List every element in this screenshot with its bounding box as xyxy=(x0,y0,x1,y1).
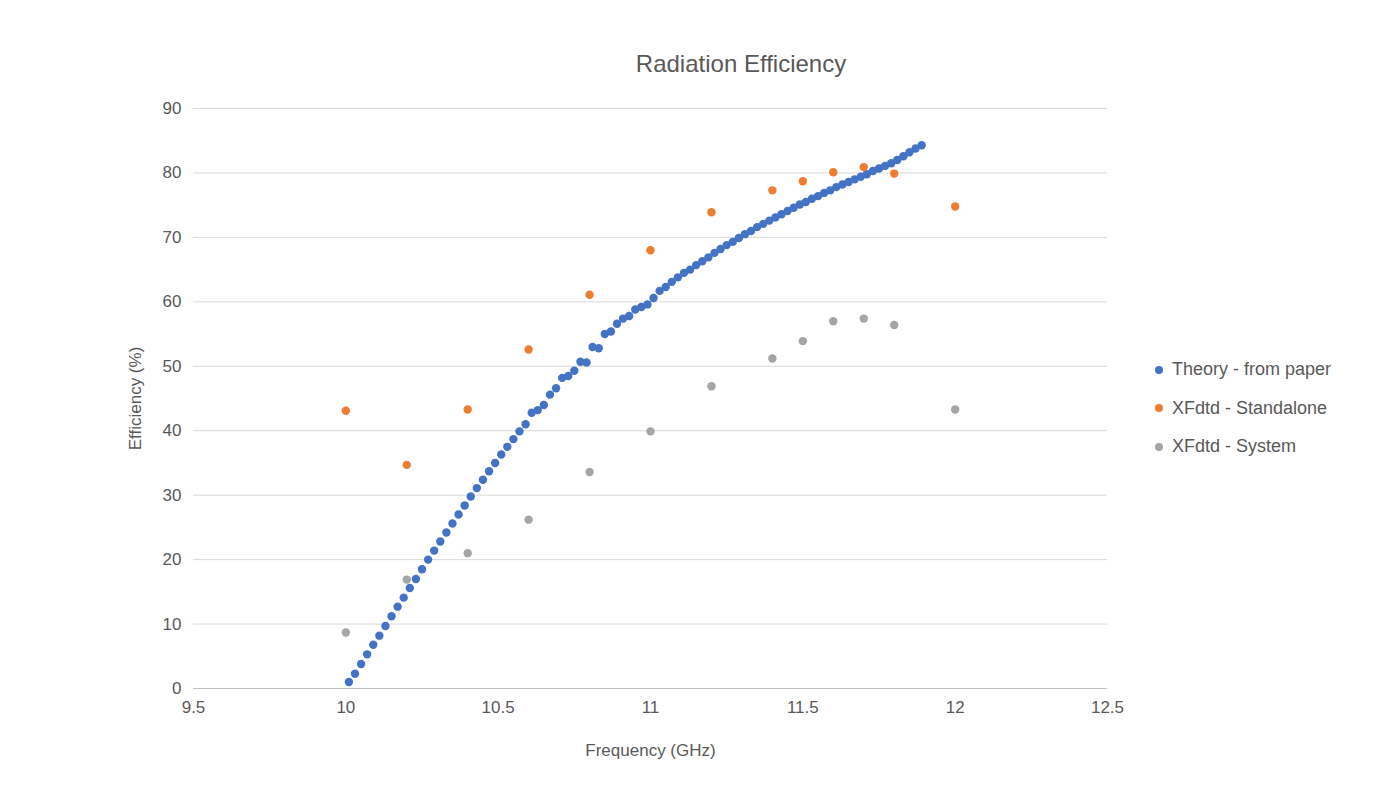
svg-text:20: 20 xyxy=(163,550,182,569)
svg-text:90: 90 xyxy=(163,99,182,118)
svg-text:40: 40 xyxy=(163,421,182,440)
svg-text:10: 10 xyxy=(163,614,182,633)
svg-text:Frequency (GHz): Frequency (GHz) xyxy=(585,741,715,760)
svg-text:30: 30 xyxy=(163,486,182,505)
svg-text:9.5: 9.5 xyxy=(182,698,206,717)
html-text:XFdtd - System: XFdtd - System xyxy=(1172,436,1296,456)
html-text:XFdtd - Standalone: XFdtd - Standalone xyxy=(1172,397,1328,418)
svg-text:10: 10 xyxy=(336,698,355,717)
svg-text:11: 11 xyxy=(642,698,660,717)
html-text:Theory - from paper: Theory - from paper xyxy=(1172,359,1332,379)
svg-text:0: 0 xyxy=(172,679,181,698)
svg-text:60: 60 xyxy=(163,292,182,311)
svg-text:80: 80 xyxy=(163,163,182,182)
svg-text:70: 70 xyxy=(163,228,182,247)
svg-text:Efficiency (%): Efficiency (%) xyxy=(126,347,145,451)
svg-text:12: 12 xyxy=(946,698,965,717)
svg-text:12.5: 12.5 xyxy=(1091,698,1124,717)
html-text:Radiation Efficiency: Radiation Efficiency xyxy=(635,50,847,77)
svg-text:10.5: 10.5 xyxy=(482,698,515,717)
svg-text:11.5: 11.5 xyxy=(787,698,819,717)
svg-text:50: 50 xyxy=(163,357,182,376)
